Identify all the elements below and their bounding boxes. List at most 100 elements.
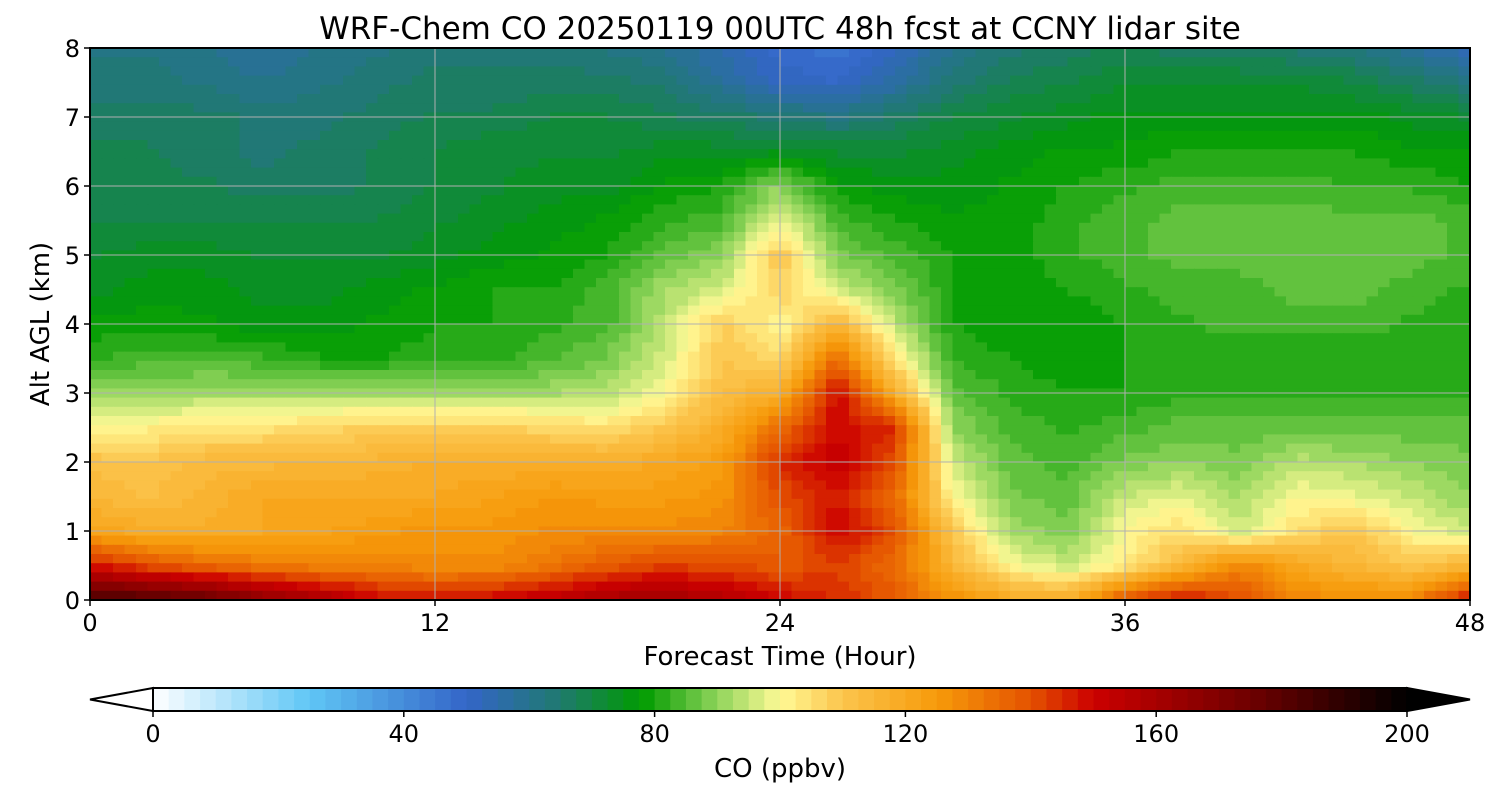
heatmap-cell [1401, 351, 1414, 362]
heatmap-cell [895, 268, 908, 279]
heatmap-cell [435, 222, 448, 233]
heatmap-cell [653, 140, 666, 150]
heatmap-cell [216, 149, 229, 160]
heatmap-cell [745, 213, 758, 224]
heatmap-cell [780, 379, 793, 390]
heatmap-cell [400, 416, 413, 426]
heatmap-cell [1286, 195, 1299, 206]
heatmap-cell [147, 342, 160, 353]
heatmap-cell [837, 305, 850, 316]
heatmap-cell [1435, 314, 1448, 325]
heatmap-cell [665, 167, 678, 178]
heatmap-cell [1148, 176, 1161, 187]
heatmap-cell [343, 287, 356, 298]
heatmap-cell [964, 296, 977, 307]
heatmap-cell [1320, 397, 1333, 408]
heatmap-cell [1205, 287, 1218, 298]
heatmap-cell [205, 342, 218, 353]
heatmap-cell [1309, 48, 1322, 58]
heatmap-cell [1424, 222, 1437, 233]
heatmap-cell [1378, 213, 1391, 224]
heatmap-cell [1217, 195, 1230, 206]
heatmap-cell [481, 66, 494, 77]
heatmap-cell [159, 222, 172, 233]
heatmap-cell [1251, 259, 1264, 270]
heatmap-cell [481, 406, 494, 417]
heatmap-cell [1182, 176, 1195, 187]
heatmap-cell [596, 94, 609, 104]
heatmap-cell [193, 278, 206, 288]
heatmap-cell [527, 121, 540, 132]
heatmap-cell [1343, 232, 1356, 242]
heatmap-cell [1010, 130, 1023, 141]
heatmap-cell [331, 130, 344, 141]
heatmap-cell [170, 342, 183, 353]
heatmap-cell [331, 121, 344, 132]
heatmap-cell [872, 241, 885, 252]
heatmap-cell [504, 158, 517, 169]
heatmap-cell [1343, 397, 1356, 408]
heatmap-cell [366, 167, 379, 178]
heatmap-cell [182, 66, 195, 77]
heatmap-cell [492, 195, 505, 206]
heatmap-cell [1458, 57, 1470, 68]
heatmap-cell [205, 296, 218, 307]
heatmap-cell [1148, 259, 1161, 270]
heatmap-cell [1067, 121, 1080, 132]
heatmap-cell [1240, 94, 1253, 104]
heatmap-cell [1286, 204, 1299, 215]
heatmap-cell [1228, 351, 1241, 362]
heatmap-cell [1159, 66, 1172, 77]
heatmap-cell [515, 360, 528, 371]
heatmap-cell [469, 140, 482, 150]
heatmap-cell [596, 370, 609, 380]
heatmap-cell [1401, 379, 1414, 390]
heatmap-cell [262, 425, 275, 436]
heatmap-cell [285, 103, 298, 114]
heatmap-cell [435, 416, 448, 426]
heatmap-cell [1044, 186, 1057, 196]
heatmap-cell [216, 324, 229, 334]
heatmap-cell [1067, 94, 1080, 104]
heatmap-cell [251, 333, 264, 344]
heatmap-cell [1102, 140, 1115, 150]
heatmap-cell [596, 204, 609, 215]
heatmap-cell [791, 324, 804, 334]
heatmap-cell [665, 140, 678, 150]
heatmap-cell [481, 149, 494, 160]
heatmap-cell [1332, 130, 1345, 141]
heatmap-cell [941, 121, 954, 132]
heatmap-cell [1343, 222, 1356, 233]
heatmap-cell [745, 360, 758, 371]
heatmap-cell [676, 176, 689, 187]
heatmap-cell [998, 167, 1011, 178]
heatmap-cell [527, 140, 540, 150]
heatmap-cell [297, 241, 310, 252]
heatmap-cell [1389, 204, 1402, 215]
heatmap-cell [1136, 103, 1149, 114]
heatmap-cell [573, 241, 586, 252]
heatmap-cell [906, 103, 919, 114]
heatmap-cell [400, 379, 413, 390]
heatmap-cell [849, 379, 862, 390]
heatmap-cell [860, 48, 873, 58]
heatmap-cell [1343, 213, 1356, 224]
heatmap-cell [1136, 314, 1149, 325]
heatmap-cell [1067, 158, 1080, 169]
heatmap-cell [423, 140, 436, 150]
heatmap-cell [952, 186, 965, 196]
heatmap-cell [1228, 84, 1241, 95]
heatmap-cell [205, 121, 218, 132]
heatmap-cell [458, 213, 471, 224]
heatmap-cell [1309, 66, 1322, 77]
heatmap-cell [1021, 213, 1034, 224]
heatmap-cell [159, 416, 172, 426]
heatmap-cell [124, 94, 137, 104]
heatmap-cell [826, 222, 839, 233]
heatmap-cell [354, 305, 367, 316]
heatmap-cell [343, 213, 356, 224]
heatmap-cell [791, 287, 804, 298]
heatmap-cell [1263, 222, 1276, 233]
heatmap-cell [1159, 186, 1172, 196]
heatmap-cell [860, 94, 873, 104]
